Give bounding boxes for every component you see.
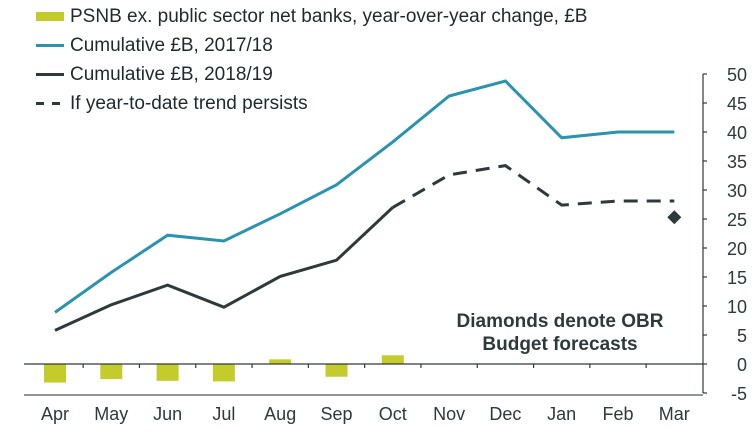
legend-swatch-dashed bbox=[36, 102, 60, 105]
bar-may bbox=[100, 364, 123, 380]
legend-item-trend: If year-to-date trend persists bbox=[36, 89, 587, 118]
bar-sep bbox=[325, 364, 348, 377]
x-tick-label: Nov bbox=[433, 404, 465, 424]
x-tick-label: Mar bbox=[659, 404, 690, 424]
x-tick-label: Dec bbox=[489, 404, 521, 424]
y-tick-label: 10 bbox=[727, 297, 747, 317]
legend-swatch-line bbox=[36, 44, 64, 47]
x-tick-label: Sep bbox=[320, 404, 352, 424]
legend-label: Cumulative £B, 2017/18 bbox=[70, 34, 273, 56]
legend-swatch-line bbox=[36, 73, 64, 76]
x-tick-label: Jun bbox=[153, 404, 182, 424]
bar-jun bbox=[156, 364, 179, 381]
bar-oct bbox=[381, 355, 404, 364]
annotation-line-1: Diamonds denote OBR bbox=[457, 311, 664, 332]
legend-item-2018-19: Cumulative £B, 2018/19 bbox=[36, 60, 587, 89]
y-tick-label: 45 bbox=[727, 94, 747, 114]
y-tick-label: 0 bbox=[737, 355, 747, 375]
legend: PSNB ex. public sector net banks, year-o… bbox=[36, 2, 587, 118]
series-line-2 bbox=[392, 164, 675, 209]
legend-label: If year-to-date trend persists bbox=[70, 92, 308, 114]
legend-swatch-bar bbox=[36, 12, 64, 21]
x-tick-label: Jan bbox=[547, 404, 576, 424]
legend-item-2017-18: Cumulative £B, 2017/18 bbox=[36, 31, 587, 60]
y-tick-label: 25 bbox=[727, 210, 747, 230]
x-tick-label: Aug bbox=[264, 404, 296, 424]
x-tick-label: Apr bbox=[41, 404, 69, 424]
x-tick-label: May bbox=[94, 404, 128, 424]
y-tick-label: 30 bbox=[727, 181, 747, 201]
annotation-line-2: Budget forecasts bbox=[482, 334, 637, 355]
series-line-0 bbox=[54, 79, 675, 314]
obr-forecast-diamond bbox=[667, 210, 682, 225]
y-tick-label: 5 bbox=[737, 326, 747, 346]
bar-jul bbox=[212, 364, 235, 382]
bar-aug bbox=[269, 359, 292, 364]
x-tick-labels: Apr May Jun Jul Aug Sep Oct Nov Dec Jan Feb Mar bbox=[41, 404, 690, 424]
y-tick-label: 50 bbox=[727, 65, 747, 85]
legend-label: PSNB ex. public sector net banks, year-o… bbox=[70, 5, 588, 27]
y-ticks: -5 0 5 10 15 20 25 30 35 40 45 50 bbox=[703, 65, 747, 404]
x-tick-label: Feb bbox=[602, 404, 633, 424]
markers-group bbox=[667, 210, 682, 225]
y-tick-label: -5 bbox=[731, 384, 747, 404]
y-tick-label: 15 bbox=[727, 268, 747, 288]
bars-group bbox=[44, 355, 404, 383]
y-tick-label: 40 bbox=[727, 123, 747, 143]
x-tick-label: Oct bbox=[379, 404, 407, 424]
category-ticks bbox=[82, 364, 647, 368]
legend-label: Cumulative £B, 2018/19 bbox=[70, 63, 273, 85]
x-tick-label: Jul bbox=[212, 404, 235, 424]
y-tick-label: 35 bbox=[727, 152, 747, 172]
series-line-1 bbox=[54, 206, 394, 332]
legend-item-bars: PSNB ex. public sector net banks, year-o… bbox=[36, 2, 587, 31]
lines-group bbox=[54, 79, 675, 332]
y-tick-label: 20 bbox=[727, 239, 747, 259]
bar-apr bbox=[44, 364, 66, 383]
